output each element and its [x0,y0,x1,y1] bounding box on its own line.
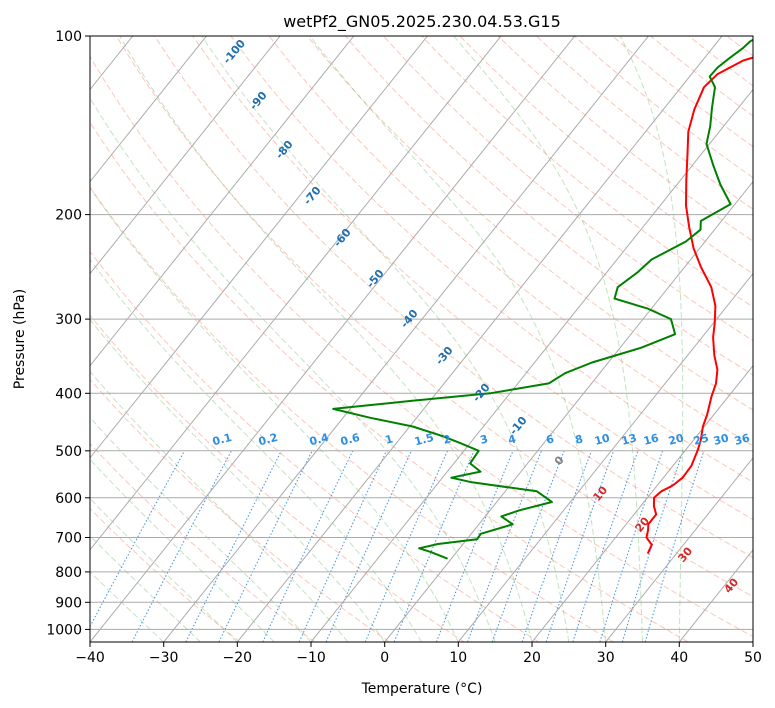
mixing-ratio-line [185,450,282,642]
plot-frame [89,35,754,643]
isotherm-line [90,36,428,459]
y-tick-label: 900 [55,595,82,611]
temperature-series-line [645,56,753,555]
mixing-ratio-line [467,450,542,642]
x-tick-label: −10 [296,650,326,666]
mixing-ratio-label: 16 [642,431,660,448]
moist-adiabat-line [119,36,533,642]
y-tick-label: 600 [55,491,82,507]
dry-adiabat-line [90,186,614,642]
y-tick-label: 700 [55,531,82,547]
dry-adiabat-line [115,36,753,598]
isotherm-line [90,36,502,551]
mixing-ratio-label: 0.4 [308,431,331,449]
x-tick-label: 10 [449,650,467,666]
mixing-ratio-label: 1 [384,432,395,447]
dry-adiabat-line [383,36,753,342]
y-tick-label: 300 [55,312,82,328]
moist-adiabat-line [90,97,496,642]
mixing-ratio-label: 6 [545,432,556,447]
y-tick-label: 800 [55,565,82,581]
x-tick-label: 20 [523,650,541,666]
y-axis-label: Pressure (hPa) [12,289,28,389]
y-tick-label: 1000 [46,622,82,638]
mixing-ratio-line [599,450,664,642]
axis-ticks: −40 −30 −20 −10 0 10 20 30 40 5010020030040050060… [46,29,762,666]
mixing-ratio-label: 0.2 [257,431,279,449]
mixing-ratio-label: 0.6 [339,431,362,449]
x-axis-label: Temperature (°C) [361,681,483,697]
moist-adiabat-line [90,186,459,642]
y-tick-label: 500 [55,444,82,460]
moist-adiabat-line [90,458,275,642]
mixing-ratio-line [325,450,412,642]
dry-adiabat-line [306,36,753,411]
isotherm-line [90,36,576,642]
plot-area [90,36,753,642]
x-tick-label: −20 [223,650,253,666]
mixing-ratio-line [435,450,514,642]
x-tick-label: −30 [149,650,179,666]
y-tick-label: 200 [55,208,82,224]
isotherm-line [236,36,723,642]
mixing-ratio-label: 25 [692,431,710,448]
mixing-ratio-line [131,450,232,642]
x-tick-label: −40 [75,650,105,666]
isotherm-line [90,36,281,275]
mixing-ratio-line [90,450,185,628]
mixing-ratio-label: 13 [620,431,638,448]
isotherm-line [457,272,753,642]
mixing-ratio-line [521,450,593,642]
isotherm-line [531,364,753,642]
isotherm-line [605,457,753,642]
profile-lines [332,38,753,560]
dry-adiabat-line [345,36,753,376]
isotherm-line [163,36,649,642]
x-tick-label: 50 [744,650,762,666]
dry-adiabat-line [90,250,540,642]
moist-adiabat-line [90,318,386,642]
dry-adiabat-line [268,36,753,447]
mixing-ratio-line [545,450,615,642]
x-tick-label: 0 [380,650,389,666]
x-tick-label: 30 [597,650,615,666]
isotherm-line [90,36,207,183]
grid-lines [90,36,753,642]
mixing-ratio-label: 10 [593,431,611,448]
moist-adiabat-line [453,36,643,642]
chart-title: wetPf2_GN05.2025.230.04.53.G15 [283,12,561,32]
dry-adiabat-line [154,36,753,559]
mixing-ratio-label: 36 [733,431,751,448]
mixing-ratio-line [621,450,684,642]
dry-adiabat-line [90,121,689,642]
moist-adiabat-line [619,36,684,642]
dry-adiabat-line [90,507,241,642]
mixing-ratio-label: 30 [712,431,730,448]
mixing-ratio-label: 2 [442,432,453,447]
mixing-ratio-line [298,450,387,642]
isotherm-line [310,88,753,642]
dewpoint-series-line [332,38,753,560]
moist-adiabat-line [309,36,607,642]
mixing-ratio-line [262,450,354,642]
y-tick-label: 400 [55,386,82,402]
moist-adiabat-line [90,370,349,642]
mixing-ratio-line [364,450,448,642]
moist-adiabat-line [90,258,422,642]
y-tick-label: 100 [55,29,82,45]
mixing-ratio-line [572,450,639,642]
mixing-ratio-label: 3 [479,432,490,447]
mixing-ratio-label: 1.5 [413,431,435,449]
mixing-ratio-label: 20 [667,431,685,448]
dry-adiabat-line [90,314,465,642]
mixing-ratio-line [491,450,565,642]
mixing-ratio-label: 0.1 [211,431,233,449]
isotherm-line [90,36,355,367]
mixing-ratio-label: 8 [574,432,585,447]
mixing-ratio-label: 4 [507,432,518,447]
dry-adiabat-line [192,36,753,521]
x-tick-label: 40 [670,650,688,666]
